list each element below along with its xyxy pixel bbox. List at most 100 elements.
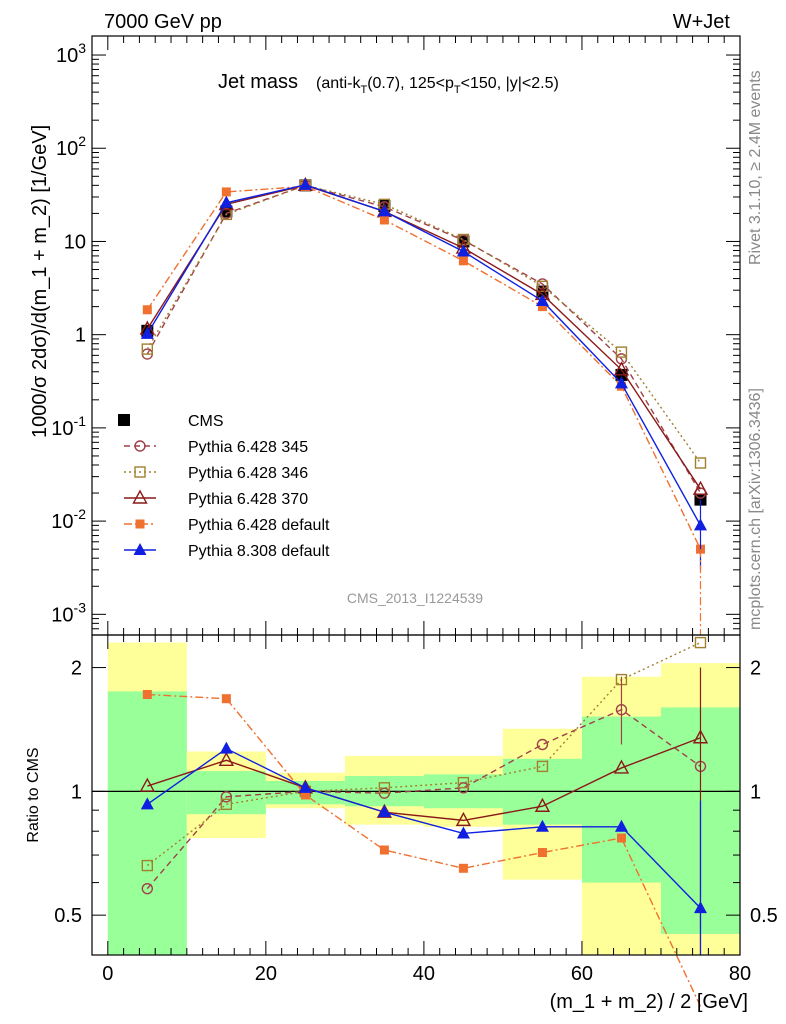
series-0 xyxy=(141,179,707,506)
legend-marker xyxy=(135,519,145,529)
ratio-line xyxy=(147,693,702,1007)
series-line xyxy=(146,184,702,526)
data-point xyxy=(377,204,391,217)
series-5 xyxy=(140,177,707,531)
legend-label: Pythia 6.428 370 xyxy=(188,491,308,508)
series-2 xyxy=(141,179,707,469)
main-subtitle: (anti-kT(0.7), 125<pT<150, |y|<2.5) xyxy=(316,75,559,96)
ratio-point xyxy=(377,805,391,818)
energy-label: 7000 GeV pp xyxy=(104,11,222,33)
legend-marker xyxy=(134,440,146,452)
ratio-point xyxy=(218,751,235,766)
ratio-line xyxy=(146,747,701,909)
legend: CMS Pythia 6.428 345 Pythia 6.428 346 Pythi… xyxy=(118,413,330,560)
ratio-series-4 xyxy=(140,741,707,914)
ratio-point xyxy=(694,636,707,649)
data-point xyxy=(221,187,231,197)
ratio-point xyxy=(140,797,154,810)
y-tick-exponent: 3 xyxy=(78,40,86,56)
ratio-line xyxy=(146,641,701,867)
legend-label: Pythia 6.428 default xyxy=(188,517,330,534)
uncertainty-band-green xyxy=(107,691,187,955)
ratio-series-3 xyxy=(142,689,702,1007)
data-point xyxy=(142,305,152,315)
data-point xyxy=(614,376,628,389)
ratio-point xyxy=(139,777,155,792)
ratio-point xyxy=(535,819,549,832)
legend-label: Pythia 8.308 default xyxy=(188,543,330,560)
ratio-point xyxy=(220,791,233,803)
x-tick-label: 60 xyxy=(571,963,593,985)
data-point xyxy=(613,361,630,376)
ratio-point xyxy=(298,780,312,793)
y-tick-label: 10 xyxy=(64,231,86,253)
ratio-point xyxy=(536,760,549,773)
ratio-line xyxy=(146,708,701,890)
x-tick-label: 40 xyxy=(413,963,435,985)
ratio-point xyxy=(300,790,310,800)
main-y-axis-label: 1000/σ 2dσ)/d(m_1 + m_2) [1/GeV] xyxy=(29,125,51,438)
ratio-point xyxy=(457,776,470,789)
mcplots-label: mcplots.cern.ch [arXiv:1306.3436] xyxy=(747,388,764,630)
data-point xyxy=(535,293,549,306)
ratio-line xyxy=(147,737,701,822)
series-line xyxy=(146,184,702,490)
ratio-plot-panel: 0.5 0.51 12 20 20 40 60 80 Ratio to CMS (m_1 + … xyxy=(25,634,778,1013)
x-tick-label: 0 xyxy=(102,963,113,985)
ratio-point xyxy=(379,845,389,855)
ratio-point xyxy=(458,863,468,873)
analysis-label: CMS_2013_I1224539 xyxy=(347,590,483,606)
ratio-point xyxy=(613,759,630,774)
legend-label: Pythia 6.428 346 xyxy=(188,465,308,482)
ratio-y-tick-label: 1 xyxy=(71,781,82,803)
data-point xyxy=(298,177,312,190)
legend-label: Pythia 6.428 345 xyxy=(188,439,308,456)
ratio-point xyxy=(141,859,154,872)
ratio-point xyxy=(537,848,547,858)
y-tick-exponent: -3 xyxy=(74,599,87,615)
y-tick-exponent: -1 xyxy=(74,413,87,429)
legend-entry: CMS xyxy=(118,413,224,430)
ratio-point xyxy=(141,882,154,895)
data-point xyxy=(141,343,154,355)
ratio-point xyxy=(616,833,626,843)
ratio-point xyxy=(221,694,231,704)
ratio-point xyxy=(534,797,551,812)
y-tick-label: 1 xyxy=(75,325,86,347)
data-point xyxy=(692,480,709,495)
main-title: Jet mass xyxy=(218,71,298,93)
x-tick-label: 80 xyxy=(729,963,751,985)
data-point xyxy=(456,244,470,257)
uncertainty-band-green xyxy=(186,771,266,815)
legend-entry: Pythia 6.428 370 xyxy=(124,489,308,508)
legend-marker xyxy=(133,543,147,555)
y-tick-label: 103 xyxy=(56,40,86,67)
ratio-point xyxy=(219,741,233,754)
series-line xyxy=(146,185,702,550)
ratio-point xyxy=(142,689,152,699)
ratio-plot-frame xyxy=(91,634,741,956)
data-point xyxy=(458,256,468,266)
ratio-point xyxy=(455,811,472,827)
y-tick-exponent: 2 xyxy=(78,133,86,149)
x-axis-label: (m_1 + m_2) / 2 [GeV] xyxy=(550,991,748,1013)
data-point xyxy=(140,326,154,339)
legend-marker xyxy=(134,466,146,478)
ratio-y-tick-label-right: 1 xyxy=(750,781,761,803)
y-tick-label: 10-2 xyxy=(51,506,86,533)
data-point xyxy=(219,195,233,208)
ratio-point xyxy=(378,782,391,794)
series-line xyxy=(146,184,702,464)
legend-entry: Pythia 6.428 default xyxy=(124,517,330,534)
ratio-point xyxy=(536,738,549,751)
legend-entry: Pythia 6.428 346 xyxy=(124,465,308,482)
data-point xyxy=(537,302,547,312)
legend-marker xyxy=(132,489,148,504)
ratio-y-axis-label: Ratio to CMS xyxy=(25,747,42,842)
ratio-point xyxy=(220,798,233,811)
y-tick-label: 10-3 xyxy=(51,599,86,626)
y-tick-exponent: -2 xyxy=(74,506,87,522)
series-line xyxy=(146,184,702,494)
ratio-point xyxy=(456,826,470,839)
